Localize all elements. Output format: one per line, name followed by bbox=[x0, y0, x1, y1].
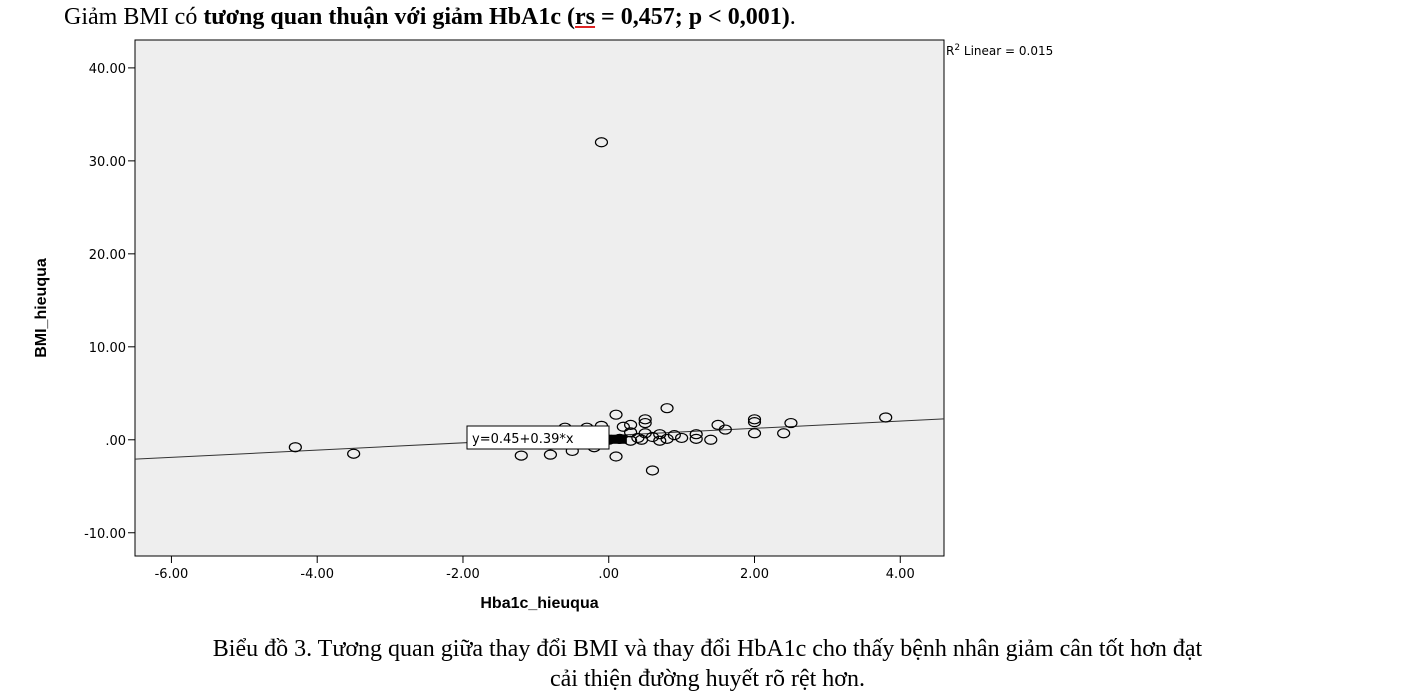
data-point bbox=[609, 409, 623, 420]
caption-line-2: cải thiện đường huyết rõ rệt hơn. bbox=[550, 666, 865, 692]
data-point bbox=[638, 428, 652, 439]
x-tick-label: -2.00 bbox=[446, 567, 480, 582]
data-point bbox=[653, 435, 667, 446]
data-point bbox=[616, 421, 630, 432]
heading-bold-a: tương quan thuận với giảm HbA1c ( bbox=[203, 4, 576, 30]
scatter-chart: -10.00 .00 10.00 20.00 30.00 40.00 -6.00 -4.00… bbox=[33, 39, 1053, 612]
heading-bold-b: = 0,457; p < 0,001) bbox=[595, 4, 790, 30]
data-point bbox=[660, 403, 674, 414]
heading-prefix: Giảm BMI có bbox=[64, 4, 204, 30]
y-axis: -10.00 .00 10.00 20.00 30.00 40.00 bbox=[84, 62, 135, 542]
x-tick-label: 4.00 bbox=[886, 567, 915, 582]
data-point bbox=[624, 419, 638, 431]
x-axis-title: Hba1c_hieuqua bbox=[480, 595, 598, 612]
x-axis: -6.00 -4.00 -2.00 .00 2.00 4.00 bbox=[155, 556, 915, 582]
fit-equation-label: y=0.45+0.39*x bbox=[466, 425, 610, 450]
data-point bbox=[638, 414, 652, 425]
x-tick-label: -6.00 bbox=[155, 567, 189, 582]
r2-r: R bbox=[946, 44, 954, 58]
y-axis-title: BMI_hieuqua bbox=[33, 258, 50, 358]
y-tick-label: 30.00 bbox=[89, 155, 126, 170]
data-point bbox=[675, 432, 689, 444]
page-heading: Giảm BMI có tương quan thuận với giảm Hb… bbox=[64, 4, 796, 31]
data-point bbox=[704, 434, 718, 445]
data-point bbox=[514, 450, 528, 461]
heading-rs: rs bbox=[575, 4, 596, 30]
y-tick-label: 10.00 bbox=[89, 341, 126, 356]
x-tick-label: 2.00 bbox=[740, 567, 769, 582]
r2-label: R2 Linear = 0.015 bbox=[946, 43, 1053, 58]
x-tick-label: -4.00 bbox=[300, 567, 334, 582]
data-point bbox=[660, 433, 674, 444]
heading-suffix: . bbox=[789, 4, 796, 30]
fit-equation-text: y=0.45+0.39*x bbox=[472, 432, 574, 447]
data-point bbox=[634, 434, 649, 445]
r2-sup: 2 bbox=[954, 43, 960, 53]
data-point bbox=[347, 448, 361, 459]
y-tick-label: 40.00 bbox=[89, 62, 126, 77]
data-point bbox=[747, 417, 762, 428]
data-point bbox=[594, 137, 609, 148]
y-tick-label: -10.00 bbox=[84, 527, 126, 542]
data-point bbox=[784, 417, 798, 429]
data-point bbox=[747, 414, 762, 425]
y-tick-label: .00 bbox=[105, 434, 126, 449]
plot-area bbox=[134, 39, 945, 557]
data-point bbox=[747, 428, 762, 439]
data-point bbox=[288, 442, 302, 453]
data-point bbox=[624, 427, 638, 438]
data-point bbox=[718, 424, 732, 435]
cluster-mark bbox=[617, 434, 627, 444]
caption-line-1: Biểu đồ 3. Tương quan giữa thay đổi BMI … bbox=[212, 636, 1203, 662]
data-point bbox=[543, 449, 558, 460]
cluster-mark bbox=[610, 434, 620, 444]
data-point bbox=[609, 451, 623, 462]
figure-caption: Biểu đồ 3. Tương quan giữa thay đổi BMI … bbox=[0, 634, 1415, 694]
data-point bbox=[777, 428, 791, 439]
data-point bbox=[879, 412, 893, 423]
r2-value: Linear = 0.015 bbox=[960, 44, 1053, 58]
data-point bbox=[689, 429, 703, 440]
data-point bbox=[667, 430, 681, 441]
x-tick-label: .00 bbox=[598, 567, 619, 582]
data-point bbox=[689, 433, 703, 444]
y-tick-label: 20.00 bbox=[89, 248, 126, 263]
data-point bbox=[638, 417, 652, 429]
data-point bbox=[645, 465, 660, 476]
